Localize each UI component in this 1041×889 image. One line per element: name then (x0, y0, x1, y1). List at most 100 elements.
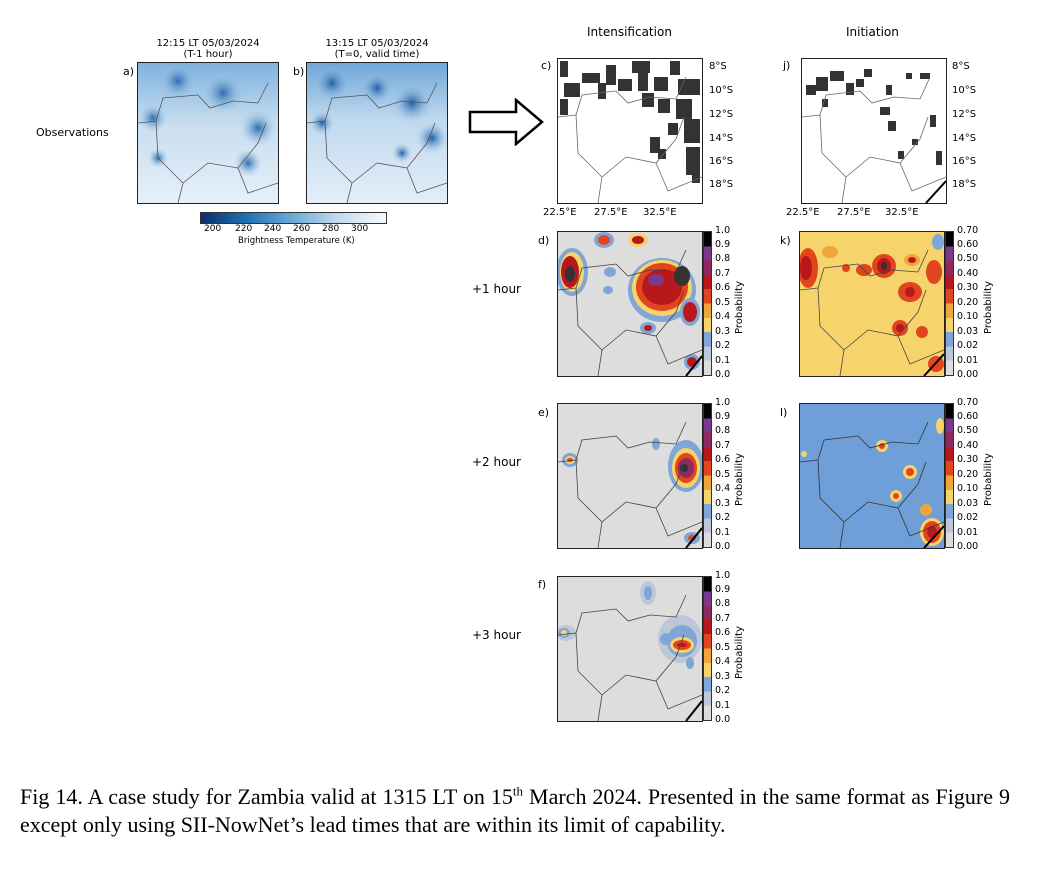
probability-axis-label: Probability (734, 281, 745, 334)
bt-colorbar-ticks: 200 220 240 260 280 300 (200, 224, 390, 236)
panel-j-lon-ticks: 22.5°E 27.5°E 32.5°E (786, 207, 956, 221)
panel-c-lat-ticks: 8°S 10°S 12°S 14°S 16°S 18°S (709, 58, 749, 204)
prob-tick: 0.4 (715, 656, 731, 667)
bt-tick: 260 (293, 224, 311, 234)
prob-tick: 1.0 (715, 570, 731, 581)
row-label-1-hour: +1 hour (472, 282, 521, 296)
bt-tick: 300 (351, 224, 369, 234)
lat-tick: 14°S (952, 133, 977, 144)
prob-tick: 0.60 (957, 239, 979, 250)
prob-tick: 0.70 (957, 225, 979, 236)
panel-c-letter: c) (541, 59, 552, 72)
prob-tick: 0.2 (715, 340, 731, 351)
bt-tick: 200 (204, 224, 222, 234)
lon-tick: 32.5°E (885, 207, 919, 218)
prob-tick: 1.0 (715, 225, 731, 236)
panel-l-probability-map (799, 403, 945, 549)
panel-f-letter: f) (538, 578, 547, 591)
initiation-colorbar-1h (945, 231, 954, 376)
observations-row-label: Observations (36, 126, 109, 139)
figure-caption: Fig 14. A case study for Zambia valid at… (20, 783, 1010, 839)
intensification-colorbar-ticks-3h: 1.0 0.9 0.8 0.7 0.6 0.5 0.4 0.3 0.2 0.1 … (715, 571, 745, 726)
prob-tick: 0.20 (957, 469, 979, 480)
lat-tick: 8°S (952, 61, 970, 72)
prob-tick: 0.2 (715, 512, 731, 523)
prob-tick: 0.0 (715, 369, 731, 380)
prob-tick: 0.50 (957, 253, 979, 264)
initiation-colorbar-ticks-2h: 0.70 0.60 0.50 0.40 0.30 0.20 0.10 0.03 … (957, 398, 991, 553)
arrow-right-icon (468, 98, 544, 146)
prob-tick: 0.3 (715, 498, 731, 509)
prob-tick: 0.8 (715, 425, 731, 436)
brightness-temperature-colorbar (200, 212, 387, 224)
prob-tick: 0.30 (957, 282, 979, 293)
intensification-colorbar-ticks-1h: 1.0 0.9 0.8 0.7 0.6 0.5 0.4 0.3 0.2 0.1 … (715, 226, 745, 381)
prob-tick: 0.20 (957, 297, 979, 308)
prob-tick: 0.6 (715, 627, 731, 638)
lat-tick: 16°S (709, 156, 734, 167)
lat-tick: 10°S (952, 85, 977, 96)
prob-tick: 0.03 (957, 326, 979, 337)
lon-tick: 32.5°E (643, 207, 677, 218)
row-label-3-hour: +3 hour (472, 628, 521, 642)
caption-suffix: March 2024. Presented in the same format… (20, 784, 1010, 837)
panel-k-probability-map (799, 231, 945, 377)
prob-tick: 0.1 (715, 355, 731, 366)
lat-tick: 12°S (952, 109, 977, 120)
lon-tick: 27.5°E (594, 207, 628, 218)
prob-tick: 0.40 (957, 440, 979, 451)
lon-tick: 27.5°E (837, 207, 871, 218)
prob-tick: 0.02 (957, 512, 979, 523)
panel-e-probability-map (557, 403, 703, 549)
intensification-column-header: Intensification (587, 25, 672, 39)
panel-c-lon-ticks: 22.5°E 27.5°E 32.5°E (543, 207, 713, 221)
panel-k-letter: k) (780, 234, 791, 247)
prob-tick: 0.0 (715, 714, 731, 725)
prob-tick: 0.02 (957, 340, 979, 351)
bt-tick: 280 (322, 224, 340, 234)
lat-tick: 18°S (709, 179, 734, 190)
prob-tick: 0.9 (715, 584, 731, 595)
prob-tick: 0.9 (715, 239, 731, 250)
prob-tick: 0.4 (715, 311, 731, 322)
probability-axis-label: Probability (734, 626, 745, 679)
prob-tick: 0.3 (715, 671, 731, 682)
caption-prefix: Fig 14. A case study for Zambia valid at… (20, 784, 513, 809)
panel-c-binary-map (557, 58, 703, 204)
panel-a-letter: a) (123, 65, 135, 78)
probability-axis-label: Probability (983, 453, 994, 506)
prob-tick: 0.60 (957, 411, 979, 422)
prob-tick: 0.40 (957, 268, 979, 279)
prob-tick: 0.7 (715, 440, 731, 451)
prob-tick: 0.01 (957, 355, 979, 366)
panel-b-observation-map (306, 62, 448, 204)
prob-tick: 0.5 (715, 297, 731, 308)
panel-d-probability-map (557, 231, 703, 377)
lat-tick: 16°S (952, 156, 977, 167)
prob-tick: 0.3 (715, 326, 731, 337)
probability-axis-label: Probability (983, 281, 994, 334)
prob-tick: 0.03 (957, 498, 979, 509)
prob-tick: 0.00 (957, 541, 979, 552)
caption-superscript: th (512, 783, 524, 799)
intensification-colorbar-2h (703, 403, 712, 548)
lat-tick: 18°S (952, 179, 977, 190)
lon-tick: 22.5°E (543, 207, 577, 218)
prob-tick: 0.00 (957, 369, 979, 380)
initiation-colorbar-2h (945, 403, 954, 548)
prob-tick: 0.9 (715, 411, 731, 422)
prob-tick: 0.50 (957, 425, 979, 436)
prob-tick: 0.4 (715, 483, 731, 494)
intensification-colorbar-3h (703, 576, 712, 721)
prob-tick: 0.0 (715, 541, 731, 552)
panel-f-probability-map (557, 576, 703, 722)
lat-tick: 10°S (709, 85, 734, 96)
prob-tick: 0.1 (715, 700, 731, 711)
prob-tick: 0.10 (957, 311, 979, 322)
bt-colorbar-label: Brightness Temperature (K) (238, 236, 355, 246)
prob-tick: 0.5 (715, 642, 731, 653)
bt-tick: 220 (235, 224, 253, 234)
initiation-colorbar-ticks-1h: 0.70 0.60 0.50 0.40 0.30 0.20 0.10 0.03 … (957, 226, 991, 381)
prob-tick: 0.8 (715, 253, 731, 264)
prob-tick: 0.01 (957, 527, 979, 538)
